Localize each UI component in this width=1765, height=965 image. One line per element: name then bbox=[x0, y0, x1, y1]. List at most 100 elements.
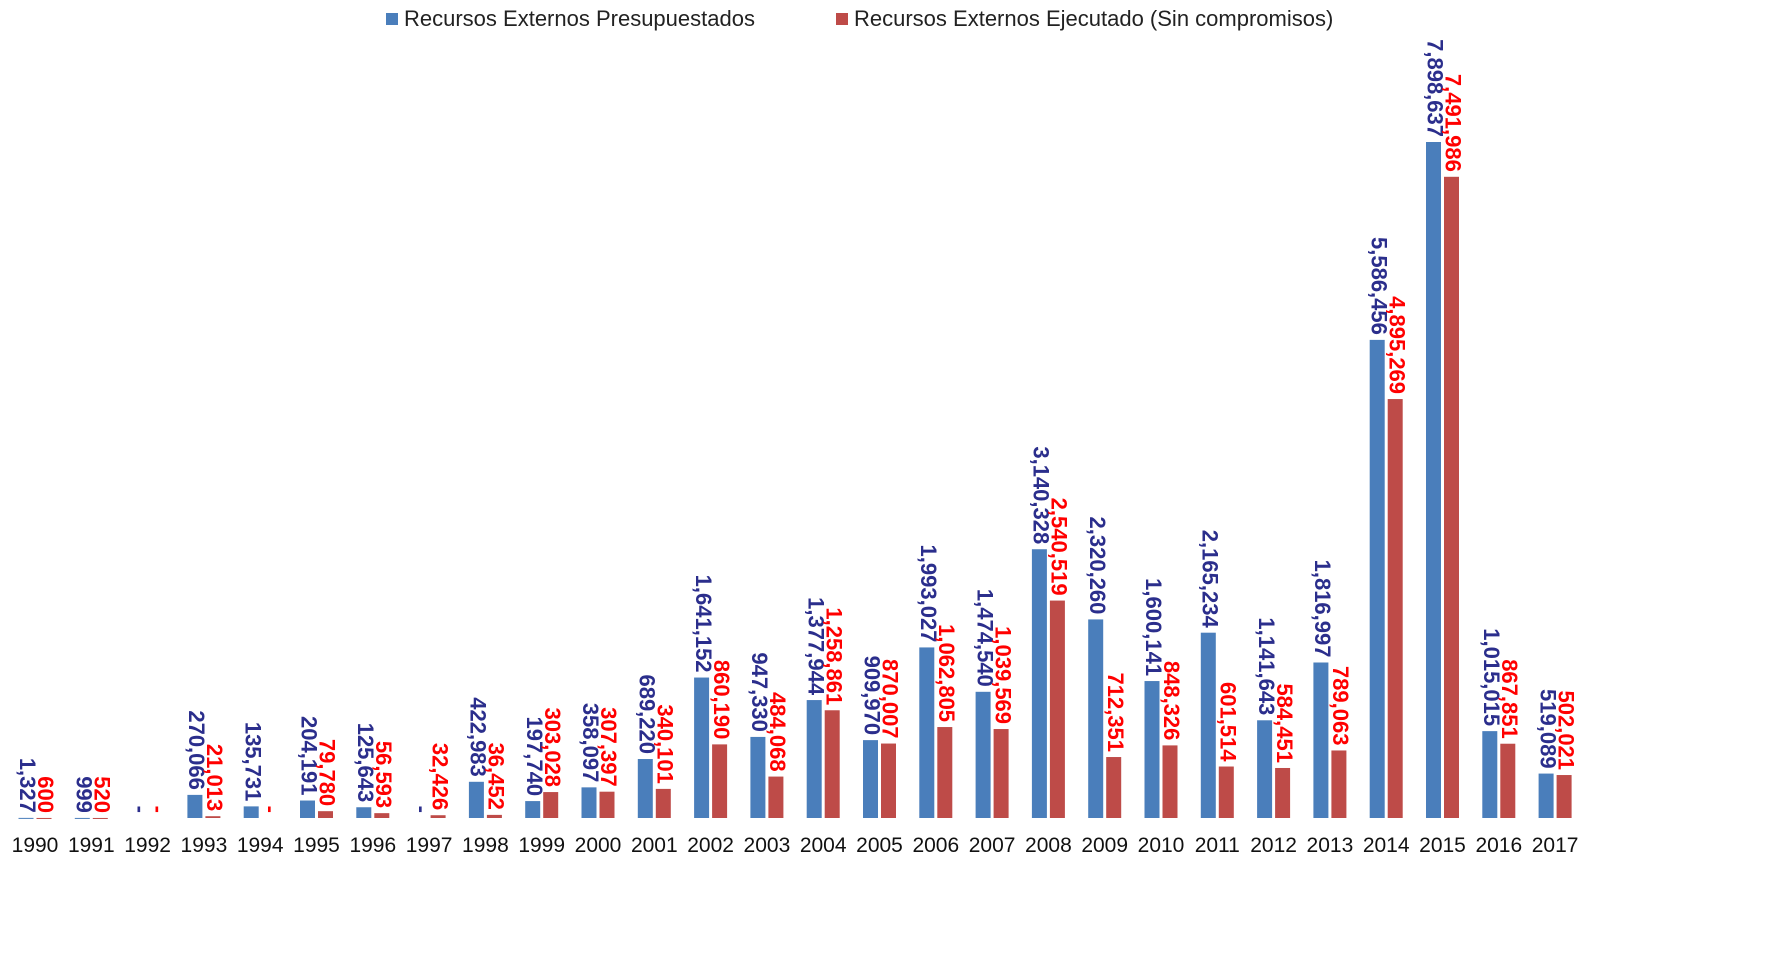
data-label-budgeted: 197,740 bbox=[522, 717, 547, 797]
bar-executed bbox=[374, 813, 390, 818]
bar-budgeted bbox=[74, 817, 90, 819]
x-tick-label: 2017 bbox=[1532, 834, 1579, 857]
bar-executed bbox=[1049, 600, 1065, 818]
data-label-budgeted: - bbox=[128, 806, 153, 813]
bar-budgeted bbox=[243, 806, 259, 818]
data-label-executed: 2,540,519 bbox=[1047, 498, 1072, 596]
bar-executed bbox=[599, 791, 615, 818]
data-label-budgeted: 2,165,234 bbox=[1197, 530, 1222, 629]
data-label-executed: 789,063 bbox=[1328, 666, 1353, 746]
bar-executed bbox=[712, 744, 728, 818]
data-label-executed: 32,426 bbox=[427, 743, 452, 810]
x-tick-label: 2000 bbox=[575, 834, 622, 857]
x-tick-label: 1997 bbox=[406, 834, 453, 857]
bar-budgeted bbox=[525, 801, 541, 818]
legend-swatch-executed bbox=[836, 13, 848, 25]
bar-executed bbox=[1556, 775, 1572, 818]
bar-budgeted bbox=[750, 736, 766, 818]
bar-budgeted bbox=[468, 781, 484, 818]
data-label-executed: 584,451 bbox=[1272, 683, 1297, 763]
x-tick-label: 1999 bbox=[518, 834, 565, 857]
data-label-executed: 870,007 bbox=[878, 659, 903, 739]
bar-budgeted bbox=[1200, 632, 1216, 818]
bar-budgeted bbox=[1482, 731, 1498, 818]
data-label-executed: 1,062,805 bbox=[934, 624, 959, 722]
bar-budgeted bbox=[975, 691, 991, 818]
bar-budgeted bbox=[1031, 549, 1047, 818]
data-label-executed: 484,068 bbox=[765, 692, 790, 772]
bar-budgeted bbox=[806, 700, 822, 818]
data-label-budgeted: 204,191 bbox=[297, 716, 322, 796]
bar-executed bbox=[1387, 399, 1403, 818]
bar-budgeted bbox=[1538, 773, 1554, 818]
bar-budgeted bbox=[18, 817, 34, 819]
x-tick-label: 1993 bbox=[181, 834, 228, 857]
bar-budgeted bbox=[637, 759, 653, 818]
data-label-executed: 867,851 bbox=[1497, 659, 1522, 739]
bar-executed bbox=[92, 817, 108, 819]
data-label-executed: 1,039,569 bbox=[990, 626, 1015, 724]
bar-budgeted bbox=[356, 807, 372, 818]
x-tick-label: 2014 bbox=[1363, 834, 1410, 857]
data-label-executed: 1,258,861 bbox=[821, 607, 846, 705]
data-label-budgeted: 1,377,944 bbox=[803, 597, 828, 696]
bar-budgeted bbox=[1313, 662, 1329, 818]
bar-budgeted bbox=[863, 740, 878, 818]
data-label-executed: 520 bbox=[89, 776, 114, 813]
data-label-executed: 600 bbox=[33, 776, 58, 813]
x-tick-label: 1998 bbox=[462, 834, 509, 857]
data-label-executed: 502,021 bbox=[1553, 691, 1578, 771]
bar-budgeted bbox=[1144, 681, 1160, 818]
x-tick-label: 1992 bbox=[124, 834, 171, 857]
bar-executed bbox=[937, 727, 953, 818]
bar-executed bbox=[486, 814, 502, 818]
data-label-budgeted: 1,327 bbox=[15, 758, 40, 813]
chart-legend: Recursos Externos Presupuestados Recurso… bbox=[0, 6, 1765, 36]
data-label-budgeted: 689,220 bbox=[634, 674, 659, 754]
data-label-budgeted: 1,600,141 bbox=[1141, 578, 1166, 676]
data-label-executed: 712,351 bbox=[1103, 673, 1128, 753]
bar-executed bbox=[36, 817, 52, 819]
x-tick-label: 2004 bbox=[800, 834, 847, 857]
bar-budgeted bbox=[1369, 339, 1385, 818]
x-tick-label: 2016 bbox=[1475, 834, 1522, 857]
bar-executed bbox=[1218, 766, 1234, 818]
data-label-budgeted: 1,641,152 bbox=[691, 575, 716, 673]
data-label-executed: 601,514 bbox=[1215, 682, 1240, 762]
data-label-executed: 7,491,986 bbox=[1441, 74, 1466, 172]
data-label-budgeted: 125,643 bbox=[353, 723, 378, 803]
x-tick-label: 1994 bbox=[237, 834, 284, 857]
bar-executed bbox=[881, 743, 896, 818]
bar-executed bbox=[993, 729, 1009, 818]
x-tick-label: 2007 bbox=[969, 834, 1016, 857]
data-label-executed: - bbox=[258, 806, 283, 813]
data-label-budgeted: 135,731 bbox=[240, 722, 265, 802]
x-tick-label: 2006 bbox=[912, 834, 959, 857]
data-label-budgeted: 2,320,260 bbox=[1085, 517, 1110, 615]
bar-executed bbox=[1331, 750, 1347, 818]
x-tick-label: 2002 bbox=[687, 834, 734, 857]
bar-budgeted bbox=[1426, 142, 1441, 818]
bar-executed bbox=[824, 710, 840, 818]
data-label-budgeted: 519,089 bbox=[1535, 689, 1560, 769]
x-tick-label: 2012 bbox=[1250, 834, 1297, 857]
legend-label-executed: Recursos Externos Ejecutado (Sin comprom… bbox=[854, 6, 1334, 31]
data-label-budgeted: 1,474,540 bbox=[972, 589, 997, 687]
data-label-executed: 303,028 bbox=[540, 708, 565, 788]
data-label-budgeted: 1,141,643 bbox=[1254, 617, 1279, 715]
data-label-budgeted: 7,898,637 bbox=[1423, 39, 1448, 137]
bar-executed bbox=[543, 792, 559, 818]
bar-budgeted bbox=[187, 794, 203, 818]
data-label-executed: 79,780 bbox=[315, 739, 340, 806]
data-label-executed: - bbox=[146, 806, 171, 813]
legend-item-budgeted: Recursos Externos Presupuestados bbox=[386, 6, 755, 32]
bar-budgeted bbox=[1257, 720, 1273, 818]
data-label-executed: 307,397 bbox=[596, 707, 621, 787]
x-tick-label: 2003 bbox=[744, 834, 791, 857]
data-label-executed: 36,452 bbox=[484, 743, 509, 810]
data-label-budgeted: 909,970 bbox=[860, 656, 885, 736]
legend-swatch-budgeted bbox=[386, 13, 398, 25]
data-label-executed: 848,326 bbox=[1159, 661, 1184, 741]
bar-executed bbox=[1500, 743, 1516, 818]
